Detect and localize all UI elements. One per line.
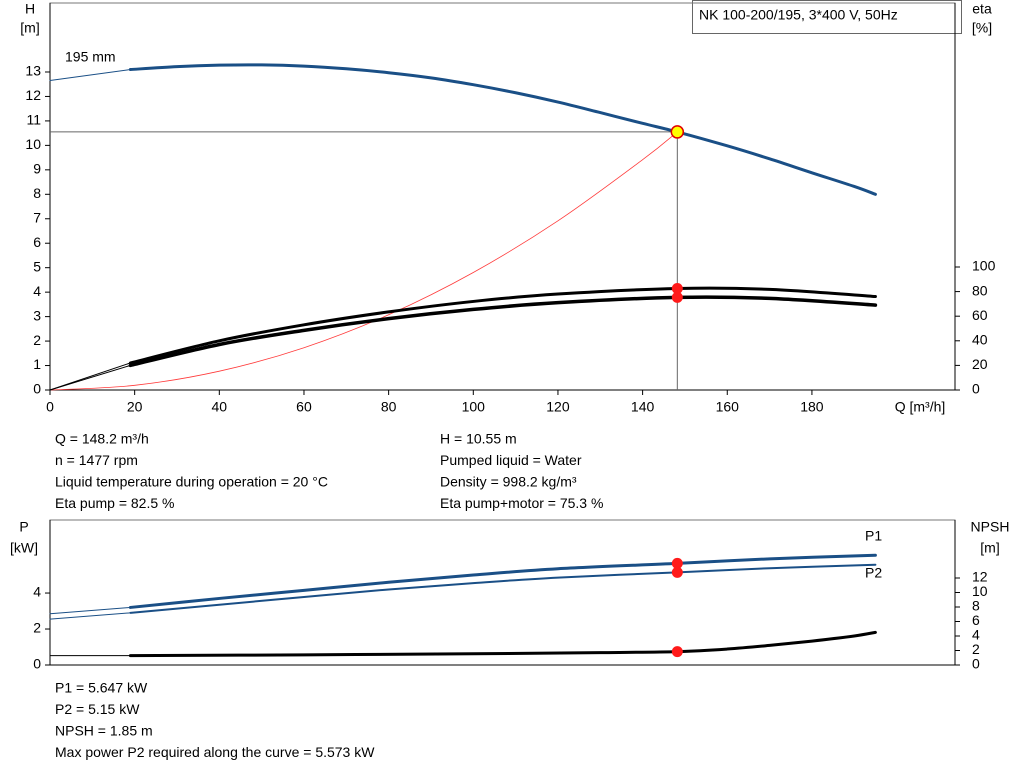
y2-tick-label: 0 [972,656,980,672]
info-line: P1 = 5.647 kW [55,680,148,696]
y-tick-label: 9 [33,161,41,177]
x-tick-label: 60 [296,399,312,415]
axis-label: [m] [20,20,39,36]
y2-tick-label: 60 [972,307,988,323]
info-line: Max power P2 required along the curve = … [55,744,375,760]
operating-point [671,646,683,658]
curve [49,606,131,615]
curve [49,69,131,82]
y-tick-label: 2 [33,620,41,636]
operating-point [671,283,683,295]
x-tick-label: 40 [212,399,228,415]
operating-point [671,291,683,303]
y2-tick-label: 20 [972,356,988,372]
axis-label: NPSH [971,519,1010,535]
curve [128,295,878,368]
x-tick-label: 120 [546,399,570,415]
info-line: Liquid temperature during operation = 20… [55,474,328,490]
y2-tick-label: 6 [972,612,980,628]
y2-tick-label: 8 [972,598,980,614]
y-tick-label: 6 [33,234,41,250]
x-tick-label: 160 [716,399,740,415]
x-tick-label: 20 [127,399,143,415]
operating-point [671,557,683,569]
y2-tick-label: 0 [972,381,980,397]
curve-label: P2 [865,565,882,581]
curve [128,286,877,365]
axis-label: P [19,519,28,535]
curve [129,563,877,614]
y-tick-label: 1 [33,356,41,372]
info-line: Pumped liquid = Water [440,452,582,468]
y-tick-label: 8 [33,185,41,201]
info-line: Q = 148.2 m³/h [55,431,149,447]
curve [49,364,131,391]
axis-label: [%] [972,20,992,36]
x-tick-label: 80 [381,399,397,415]
chart-title: NK 100-200/195, 3*400 V, 50Hz [699,7,898,23]
y-tick-label: 0 [33,656,41,672]
info-line: H = 10.55 m [440,431,517,447]
title-box [692,0,962,34]
info-line: Eta pump+motor = 75.3 % [440,495,603,511]
info-line: P2 = 5.15 kW [55,701,140,717]
y2-tick-label: 2 [972,641,980,657]
curve [128,630,877,658]
y-tick-label: 3 [33,307,41,323]
info-line: n = 1477 rpm [55,452,138,468]
x-axis-label: Q [m³/h] [895,399,946,415]
y2-tick-label: 12 [972,569,988,585]
y-tick-label: 4 [33,283,41,299]
y2-tick-label: 40 [972,331,988,347]
y-tick-label: 0 [33,381,41,397]
y2-tick-label: 4 [972,627,980,643]
y-tick-label: 11 [26,112,41,128]
curve [128,63,877,196]
y-tick-label: 5 [33,258,41,274]
y2-tick-label: 100 [972,258,996,274]
axis-label: H [25,1,35,17]
x-tick-label: 180 [800,399,824,415]
curve [49,612,131,620]
y-tick-label: 10 [25,136,41,152]
curve-label: 195 mm [65,49,116,65]
axis-label: [kW] [10,540,38,556]
x-tick-label: 140 [631,399,655,415]
y-tick-label: 4 [33,584,41,600]
operating-point [670,125,685,139]
y-tick-label: 13 [25,63,41,79]
curve [49,131,678,391]
y-tick-label: 2 [33,332,41,348]
y2-tick-label: 80 [972,282,988,298]
axis-label: [m] [980,540,999,556]
info-line: NPSH = 1.85 m [55,723,153,739]
curve-label: P1 [865,528,882,544]
info-line: Eta pump = 82.5 % [55,495,174,511]
x-tick-label: 100 [462,399,486,415]
info-line: Density = 998.2 kg/m³ [440,474,577,490]
y2-tick-label: 10 [972,583,988,599]
x-tick-label: 0 [46,399,54,415]
curve [128,553,877,609]
y-tick-label: 12 [25,87,41,103]
operating-point [671,566,683,578]
y-tick-label: 7 [33,209,41,225]
axis-label: eta [972,1,992,17]
